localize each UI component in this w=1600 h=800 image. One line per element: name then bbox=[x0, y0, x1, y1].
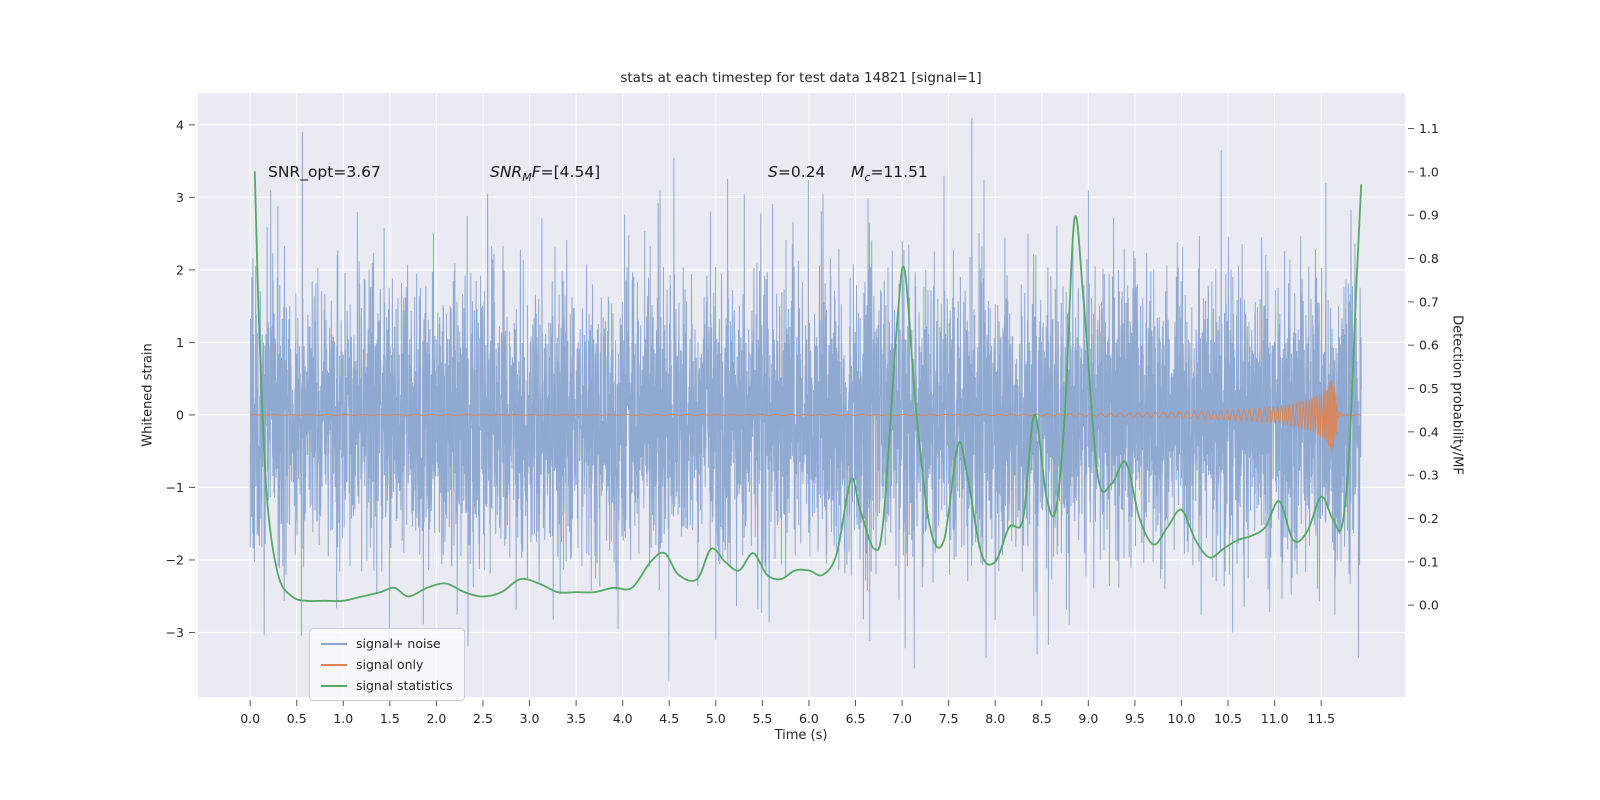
tick-label: 11.0 bbox=[1261, 711, 1289, 726]
tick-label: 1.0 bbox=[333, 711, 353, 726]
tick-label: 10.0 bbox=[1168, 711, 1196, 726]
chart-title: stats at each timestep for test data 148… bbox=[620, 70, 982, 86]
tick-label: 6.5 bbox=[846, 711, 866, 726]
annotation-snr-mf: SNRMF=[4.54] bbox=[490, 163, 600, 184]
tick-label: 0.8 bbox=[1419, 251, 1439, 266]
tick-label: 5.5 bbox=[752, 711, 772, 726]
annotation-s-val: =0.24 bbox=[777, 163, 826, 181]
tick-label: 3.5 bbox=[566, 711, 586, 726]
tick-label: 3.0 bbox=[520, 711, 540, 726]
annotation-mc-pre: M bbox=[851, 163, 865, 181]
tick-label: 0.0 bbox=[1419, 598, 1439, 613]
tick-label: 0.9 bbox=[1419, 208, 1439, 223]
tick-label: 4.0 bbox=[613, 711, 633, 726]
tick-label: −3 bbox=[166, 625, 184, 640]
annotation-mc-val: =11.51 bbox=[870, 163, 928, 181]
annotation-snr-mf-val: =[4.54] bbox=[540, 163, 601, 181]
tick-label: 0.4 bbox=[1419, 424, 1439, 439]
legend-label-signal-only: signal only bbox=[356, 657, 424, 672]
annotation-snr-opt-text: SNR_opt=3.67 bbox=[268, 163, 381, 181]
tick-label: 0.5 bbox=[1419, 381, 1439, 396]
tick-label: 0.5 bbox=[287, 711, 307, 726]
tick-label: 3 bbox=[176, 190, 184, 205]
tick-label: 2 bbox=[176, 262, 184, 277]
annotation-s: S=0.24 bbox=[768, 163, 825, 181]
tick-label: 7.0 bbox=[892, 711, 912, 726]
tick-label: 4 bbox=[176, 117, 184, 132]
tick-label: 0.3 bbox=[1419, 468, 1439, 483]
legend-line-signal-only bbox=[321, 663, 347, 666]
tick-label: 1 bbox=[176, 335, 184, 350]
annotation-snr-mf-mid: F bbox=[531, 163, 541, 181]
x-axis-label: Time (s) bbox=[774, 728, 828, 743]
annotation-snr-mf-pre: SNR bbox=[490, 163, 523, 181]
noise-series-path bbox=[249, 117, 1362, 682]
tick-label: 9.0 bbox=[1078, 711, 1098, 726]
tick-label: 2.0 bbox=[426, 711, 446, 726]
tick-label: 0.0 bbox=[240, 711, 260, 726]
tick-label: 1.0 bbox=[1419, 164, 1439, 179]
tick-label: 0.2 bbox=[1419, 511, 1439, 526]
tick-label: 0.7 bbox=[1419, 294, 1439, 309]
legend-item-signal-only: signal only bbox=[321, 657, 453, 672]
signal-only-series-path bbox=[250, 379, 1362, 453]
tick-label: 0.6 bbox=[1419, 338, 1439, 353]
annotation-snr-mf-sub: M bbox=[522, 171, 532, 185]
legend-item-signal-statistics: signal statistics bbox=[321, 678, 453, 693]
annotation-s-pre: S bbox=[768, 163, 778, 181]
tick-label: 5.0 bbox=[706, 711, 726, 726]
tick-label: 9.5 bbox=[1125, 711, 1145, 726]
tick-label: 8.5 bbox=[1032, 711, 1052, 726]
tick-label: 2.5 bbox=[473, 711, 493, 726]
tick-label: 1.1 bbox=[1419, 121, 1439, 136]
tick-label: 4.5 bbox=[659, 711, 679, 726]
annotation-snr-opt: SNR_opt=3.67 bbox=[268, 163, 381, 181]
legend: signal+ noise signal only signal statist… bbox=[309, 628, 465, 701]
legend-label-signal-statistics: signal statistics bbox=[356, 678, 453, 693]
tick-label: 10.5 bbox=[1214, 711, 1242, 726]
y-axis-label-right: Detection probability/MF bbox=[1449, 315, 1465, 475]
y-axis-label-left: Whitened strain bbox=[140, 343, 156, 447]
legend-item-signal-noise: signal+ noise bbox=[321, 636, 453, 651]
tick-label: 0 bbox=[176, 407, 184, 422]
legend-label-signal-noise: signal+ noise bbox=[356, 636, 441, 651]
annotation-mc: Mc=11.51 bbox=[851, 163, 928, 184]
legend-line-signal-statistics bbox=[321, 684, 347, 687]
annotation-mc-sub: c bbox=[864, 171, 871, 185]
tick-label: 0.1 bbox=[1419, 554, 1439, 569]
tick-label: 6.0 bbox=[799, 711, 819, 726]
tick-label: 7.5 bbox=[939, 711, 959, 726]
tick-label: −1 bbox=[166, 480, 184, 495]
tick-label: 1.5 bbox=[380, 711, 400, 726]
legend-line-signal-noise bbox=[321, 642, 347, 645]
signal-statistics-series-path bbox=[253, 171, 1363, 603]
tick-label: −2 bbox=[166, 552, 184, 567]
tick-label: 8.0 bbox=[985, 711, 1005, 726]
tick-label: 11.5 bbox=[1307, 711, 1335, 726]
